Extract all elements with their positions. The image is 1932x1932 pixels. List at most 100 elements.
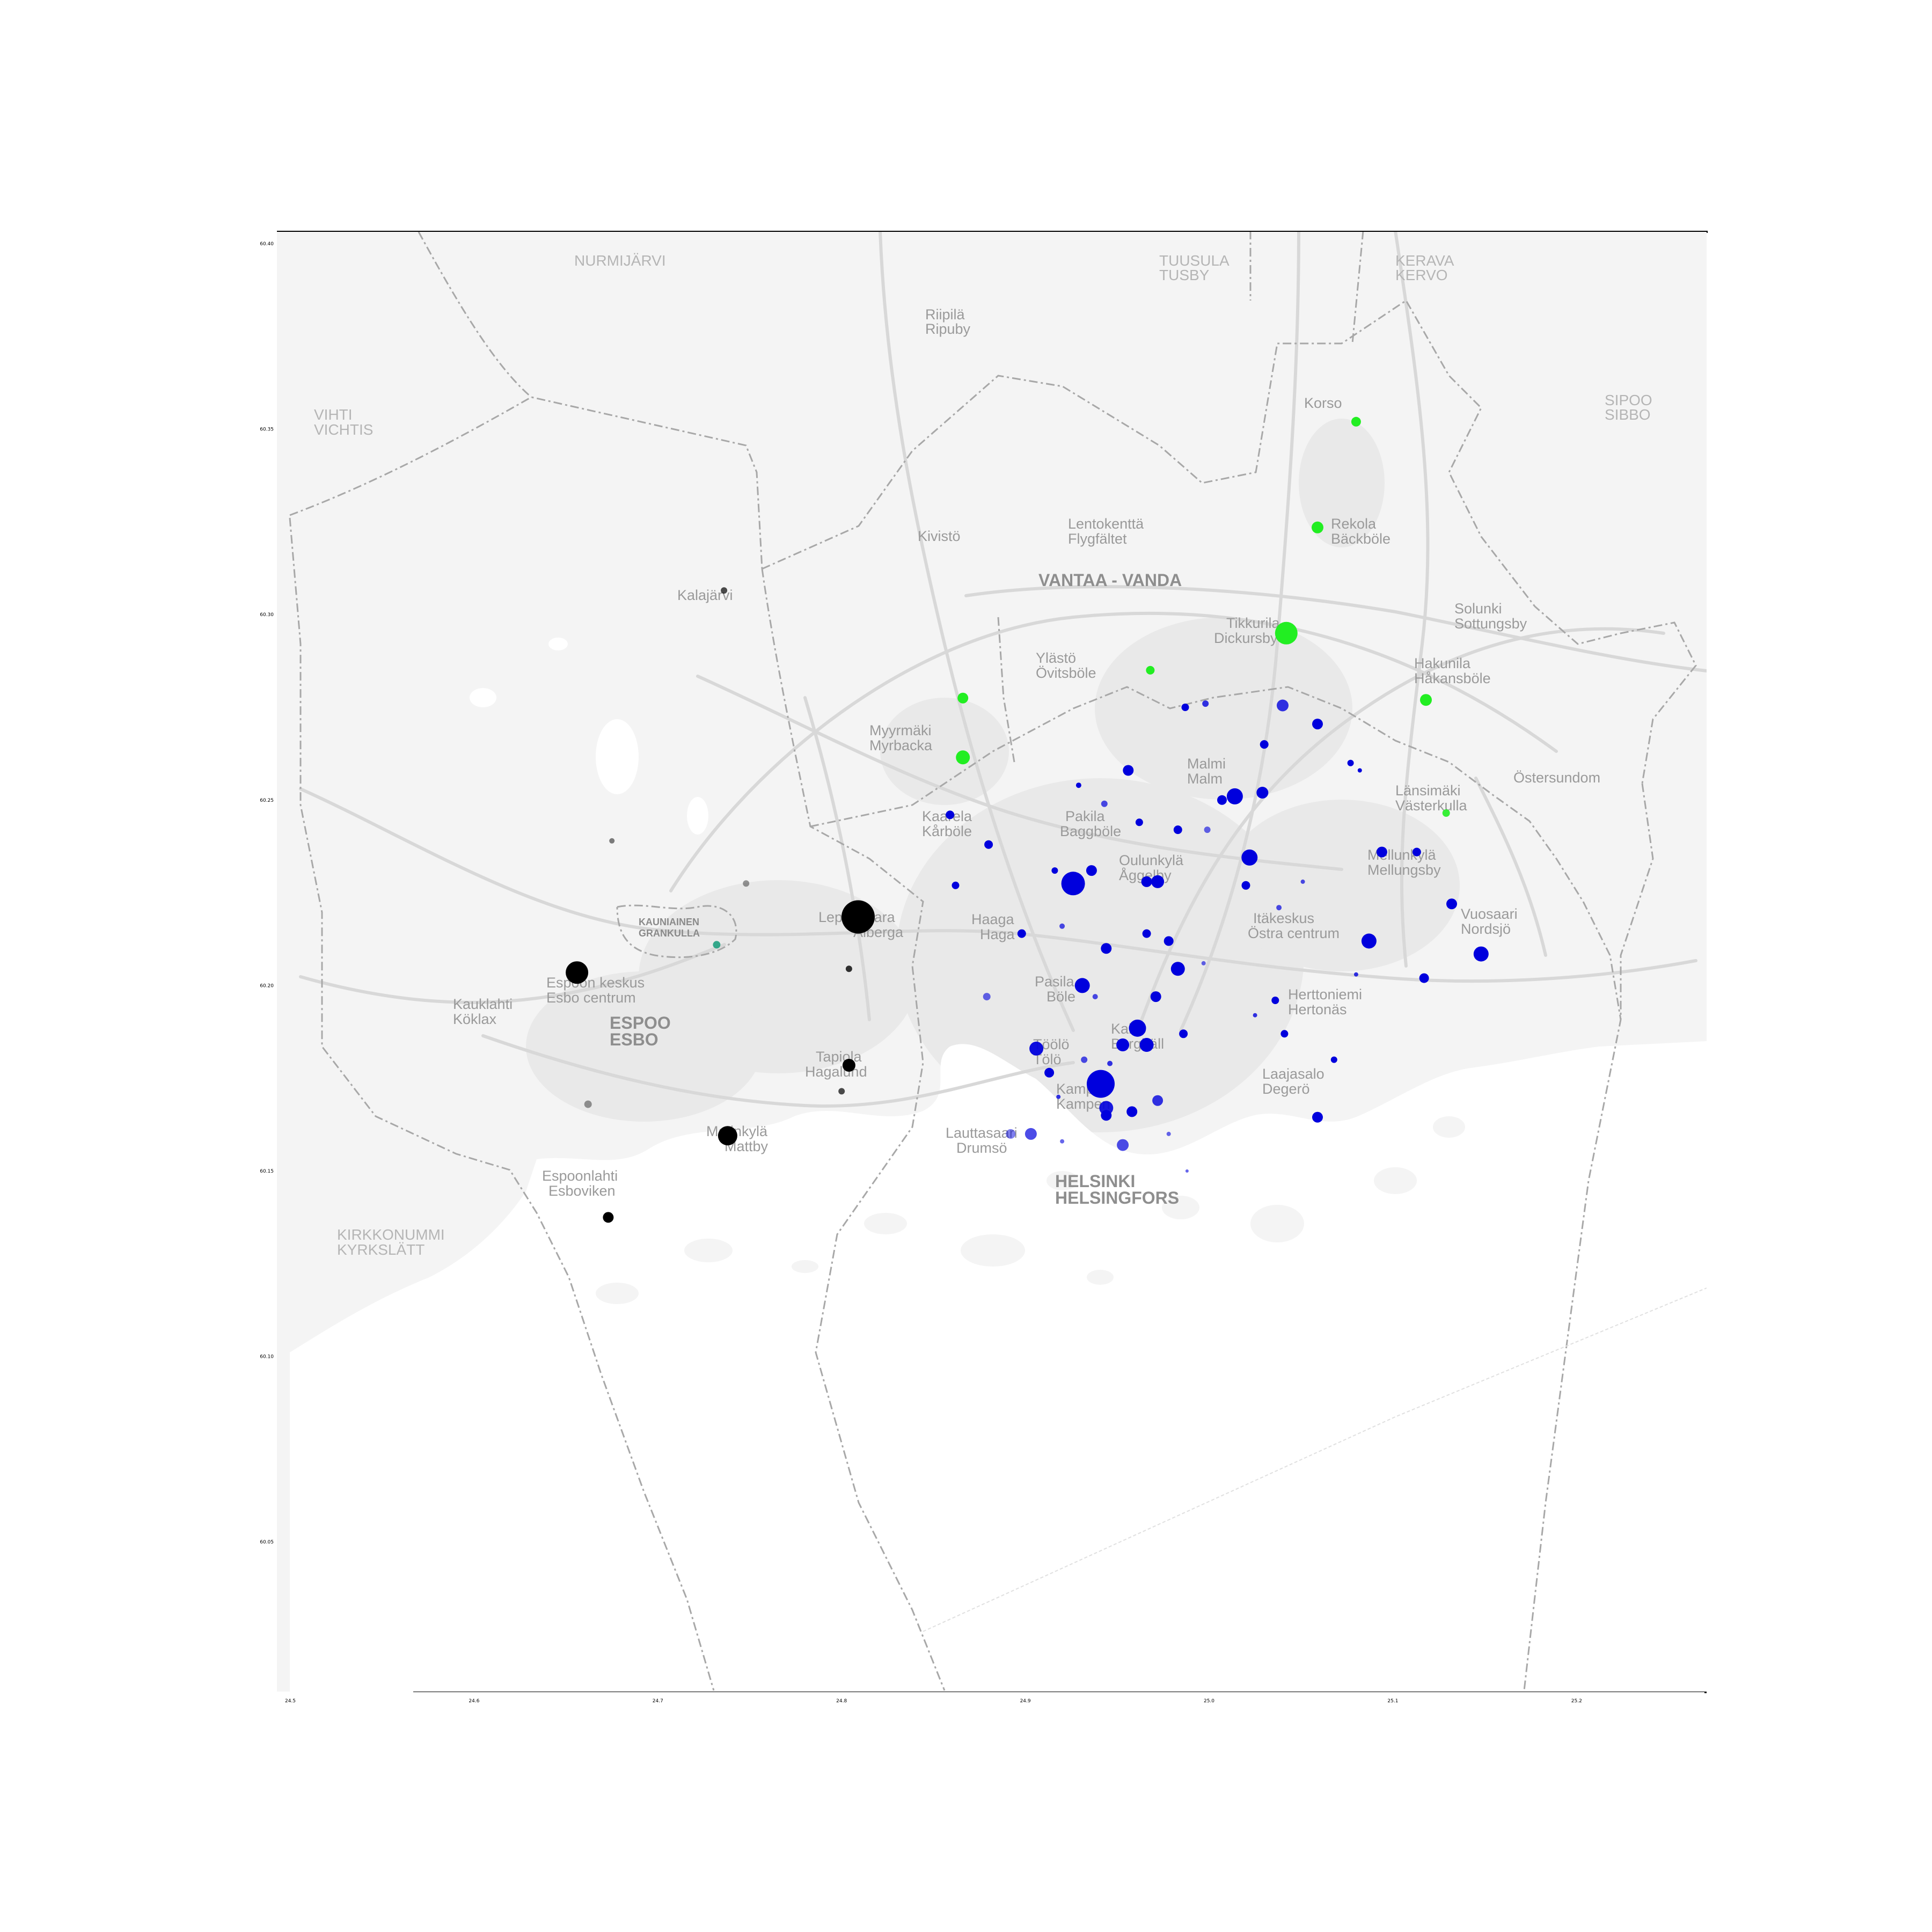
helsinki-point-75 bbox=[1347, 759, 1354, 766]
y-tick-label: 60.40 bbox=[260, 241, 274, 247]
label-esbo: ESBO bbox=[610, 1030, 658, 1049]
helsinki-point-52 bbox=[1446, 898, 1457, 910]
islands bbox=[596, 1116, 1465, 1304]
place-labels: NURMIJÄRVI TUUSULA TUSBY KERAVA KERVO Ri… bbox=[314, 252, 1652, 1258]
label-flygfaltet: Flygfältet bbox=[1068, 531, 1127, 547]
label-itakeskus: Itäkeskus bbox=[1253, 910, 1314, 926]
label-vantaa: VANTAA - VANDA bbox=[1038, 570, 1182, 590]
helsinki-point-85 bbox=[1300, 879, 1305, 884]
helsinki-point-44 bbox=[1163, 936, 1174, 946]
label-korso: Korso bbox=[1304, 395, 1342, 411]
label-lauttasaari: Lauttasaari bbox=[946, 1125, 1018, 1141]
helsinki-point-45 bbox=[1024, 1128, 1037, 1140]
label-espoon-keskus: Espoon keskus bbox=[546, 975, 645, 991]
helsinki-point-32 bbox=[1170, 962, 1185, 976]
y-tick-label: 60.20 bbox=[260, 983, 274, 989]
helsinki-point-51 bbox=[1376, 846, 1387, 858]
helsinki-point-78 bbox=[1059, 923, 1065, 929]
label-karbole: Kårböle bbox=[922, 823, 972, 839]
helsinki-point-84 bbox=[1060, 1139, 1065, 1144]
label-vasterkulla: Västerkulla bbox=[1395, 797, 1468, 814]
y-tick-label: 60.10 bbox=[260, 1355, 274, 1360]
espoo-point-0 bbox=[841, 900, 875, 934]
label-lansimaki: Länsimäki bbox=[1395, 782, 1461, 799]
label-vihti: VIHTI bbox=[314, 406, 353, 423]
label-hagalund: Hagalund bbox=[805, 1064, 867, 1080]
label-tuusula: TUUSULA bbox=[1159, 252, 1230, 269]
label-helsinki: HELSINKI bbox=[1055, 1172, 1135, 1191]
label-pasila: Pasila bbox=[1035, 974, 1075, 990]
label-laajasalo: Laajasalo bbox=[1262, 1066, 1324, 1082]
helsinki-point-71 bbox=[1181, 704, 1189, 711]
espoo-point-8 bbox=[609, 838, 615, 844]
helsinki-point-83 bbox=[1357, 768, 1362, 773]
helsinki-point-38 bbox=[1141, 876, 1152, 887]
helsinki-point-86 bbox=[1201, 961, 1206, 965]
label-oulunkyla: Oulunkylä bbox=[1119, 852, 1184, 868]
label-bole: Böle bbox=[1046, 989, 1075, 1005]
sea-boundary bbox=[923, 1287, 1707, 1632]
label-koklax: Köklax bbox=[453, 1011, 497, 1027]
roads bbox=[299, 232, 1707, 1108]
helsinki-point-67 bbox=[946, 810, 955, 819]
label-herttoniemi: Herttoniemi bbox=[1288, 986, 1362, 1002]
label-kervo: KERVO bbox=[1395, 267, 1448, 283]
label-drumso: Drumsö bbox=[956, 1140, 1007, 1156]
helsinki-point-74 bbox=[1204, 826, 1211, 833]
helsinki-point-87 bbox=[1056, 1094, 1061, 1099]
helsinki-point-36 bbox=[1086, 865, 1097, 876]
y-tick-label: 60.15 bbox=[260, 1169, 274, 1174]
helsinki-point-26 bbox=[1361, 933, 1377, 949]
label-vichtis: VICHTIS bbox=[314, 421, 373, 438]
label-rekola: Rekola bbox=[1331, 516, 1377, 532]
espoo-point-6 bbox=[838, 1088, 845, 1095]
helsinki-point-89 bbox=[1253, 1013, 1257, 1018]
label-nurmijarvi: NURMIJÄRVI bbox=[574, 252, 666, 269]
y-tick-label: 60.25 bbox=[260, 798, 274, 803]
helsinki-point-21 bbox=[1061, 872, 1085, 896]
label-baggbole: Baggböle bbox=[1060, 823, 1121, 839]
helsinki-point-82 bbox=[1353, 972, 1358, 977]
label-kauniainen: KAUNIAINEN bbox=[639, 917, 699, 927]
helsinki-point-81 bbox=[1166, 1131, 1171, 1136]
vantaa-point-17 bbox=[1351, 416, 1361, 427]
label-lentokentta: Lentokenttä bbox=[1068, 516, 1144, 532]
helsinki-point-50 bbox=[1419, 973, 1429, 983]
lakes bbox=[470, 638, 708, 835]
label-backas: Bäckböle bbox=[1331, 531, 1391, 547]
municipal-borders bbox=[289, 232, 1697, 1691]
data-points bbox=[566, 416, 1489, 1223]
helsinki-point-41 bbox=[1044, 1067, 1055, 1078]
helsinki-point-54 bbox=[1260, 740, 1269, 749]
label-malmi: Malmi bbox=[1187, 756, 1226, 772]
label-kirkkonummi: KIRKKONUMMI bbox=[337, 1226, 445, 1243]
x-tick-label: 24.6 bbox=[469, 1699, 479, 1704]
label-riipila: Riipilä bbox=[925, 306, 965, 323]
label-vuosaari: Vuosaari bbox=[1461, 906, 1518, 922]
espoo-point-4 bbox=[603, 1212, 614, 1223]
espoo-point-5 bbox=[845, 965, 852, 972]
label-hertonas: Hertonäs bbox=[1288, 1001, 1347, 1018]
label-hakansbole: Håkansböle bbox=[1414, 670, 1491, 686]
helsinki-point-66 bbox=[1006, 1129, 1016, 1139]
x-tick-label: 24.7 bbox=[653, 1699, 663, 1704]
label-esbo-centrum: Esbo centrum bbox=[546, 990, 636, 1006]
label-dickursby: Dickursby bbox=[1214, 630, 1278, 646]
label-grankulla: GRANKULLA bbox=[639, 928, 700, 939]
label-pakila: Pakila bbox=[1065, 808, 1106, 824]
x-tick-label: 24.8 bbox=[836, 1699, 847, 1704]
helsinki-point-80 bbox=[1081, 1056, 1088, 1063]
label-espoo: ESPOO bbox=[610, 1013, 671, 1033]
espoo-point-1 bbox=[566, 961, 589, 984]
helsinki-point-40 bbox=[1150, 991, 1161, 1002]
x-tick-label: 25.1 bbox=[1387, 1699, 1398, 1704]
label-tusby: TUSBY bbox=[1159, 267, 1210, 283]
label-degero: Degerö bbox=[1262, 1081, 1310, 1097]
label-ripuby: Ripuby bbox=[925, 321, 971, 337]
helsinki-point-90 bbox=[1185, 1169, 1189, 1173]
x-tick-label: 24.5 bbox=[285, 1699, 296, 1704]
helsinki-point-79 bbox=[1092, 994, 1098, 1000]
helsinki-point-20 bbox=[1087, 1070, 1115, 1098]
helsinki-point-48 bbox=[1312, 719, 1323, 730]
